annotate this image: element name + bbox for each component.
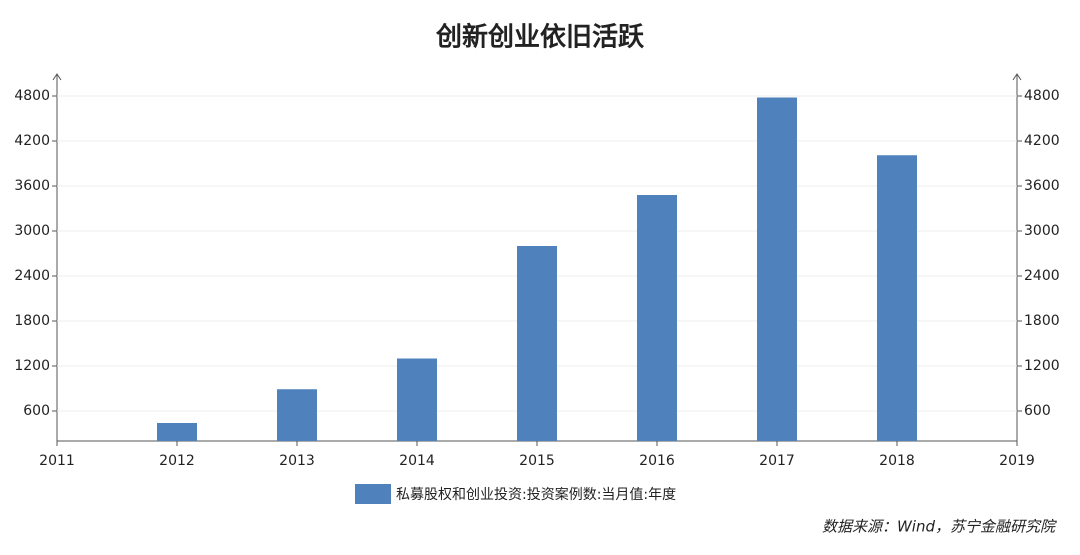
y-tick-label: 1800 — [14, 313, 50, 329]
x-tick-label: 2013 — [279, 453, 315, 469]
x-tick-label: 2019 — [999, 453, 1035, 469]
x-tick-label: 2016 — [639, 453, 675, 469]
y-tick-label: 4200 — [14, 133, 50, 149]
bar — [277, 389, 317, 441]
x-tick-label: 2011 — [39, 453, 75, 469]
x-tick-label: 2012 — [159, 453, 195, 469]
chart-title: 创新创业依旧活跃 — [435, 22, 645, 53]
legend-label: 私募股权和创业投资:投资案例数:当月值:年度 — [396, 486, 676, 503]
y2-tick-label: 3600 — [1024, 178, 1060, 194]
bar — [517, 246, 557, 441]
bar — [637, 195, 677, 441]
y2-tick-label: 600 — [1024, 403, 1051, 419]
axis-arrow — [1012, 73, 1022, 81]
axis-arrow — [52, 73, 62, 81]
bar — [757, 97, 797, 441]
bar — [157, 423, 197, 441]
legend-swatch — [355, 484, 391, 504]
y2-tick-label: 2400 — [1024, 268, 1060, 284]
source-note: 数据来源：Wind，苏宁金融研究院 — [822, 518, 1057, 536]
y2-tick-label: 1200 — [1024, 358, 1060, 374]
y2-tick-label: 3000 — [1024, 223, 1060, 239]
bar — [877, 155, 917, 441]
y-tick-label: 3000 — [14, 223, 50, 239]
y-tick-label: 1200 — [14, 358, 50, 374]
y-tick-label: 3600 — [14, 178, 50, 194]
x-tick-label: 2018 — [879, 453, 915, 469]
y2-tick-label: 4800 — [1024, 88, 1060, 104]
x-tick-label: 2015 — [519, 453, 555, 469]
bar — [397, 358, 437, 441]
y-tick-label: 2400 — [14, 268, 50, 284]
y2-tick-label: 4200 — [1024, 133, 1060, 149]
y2-tick-label: 1800 — [1024, 313, 1060, 329]
y-tick-label: 4800 — [14, 88, 50, 104]
y-tick-label: 600 — [23, 403, 50, 419]
x-tick-label: 2017 — [759, 453, 795, 469]
x-tick-label: 2014 — [399, 453, 435, 469]
